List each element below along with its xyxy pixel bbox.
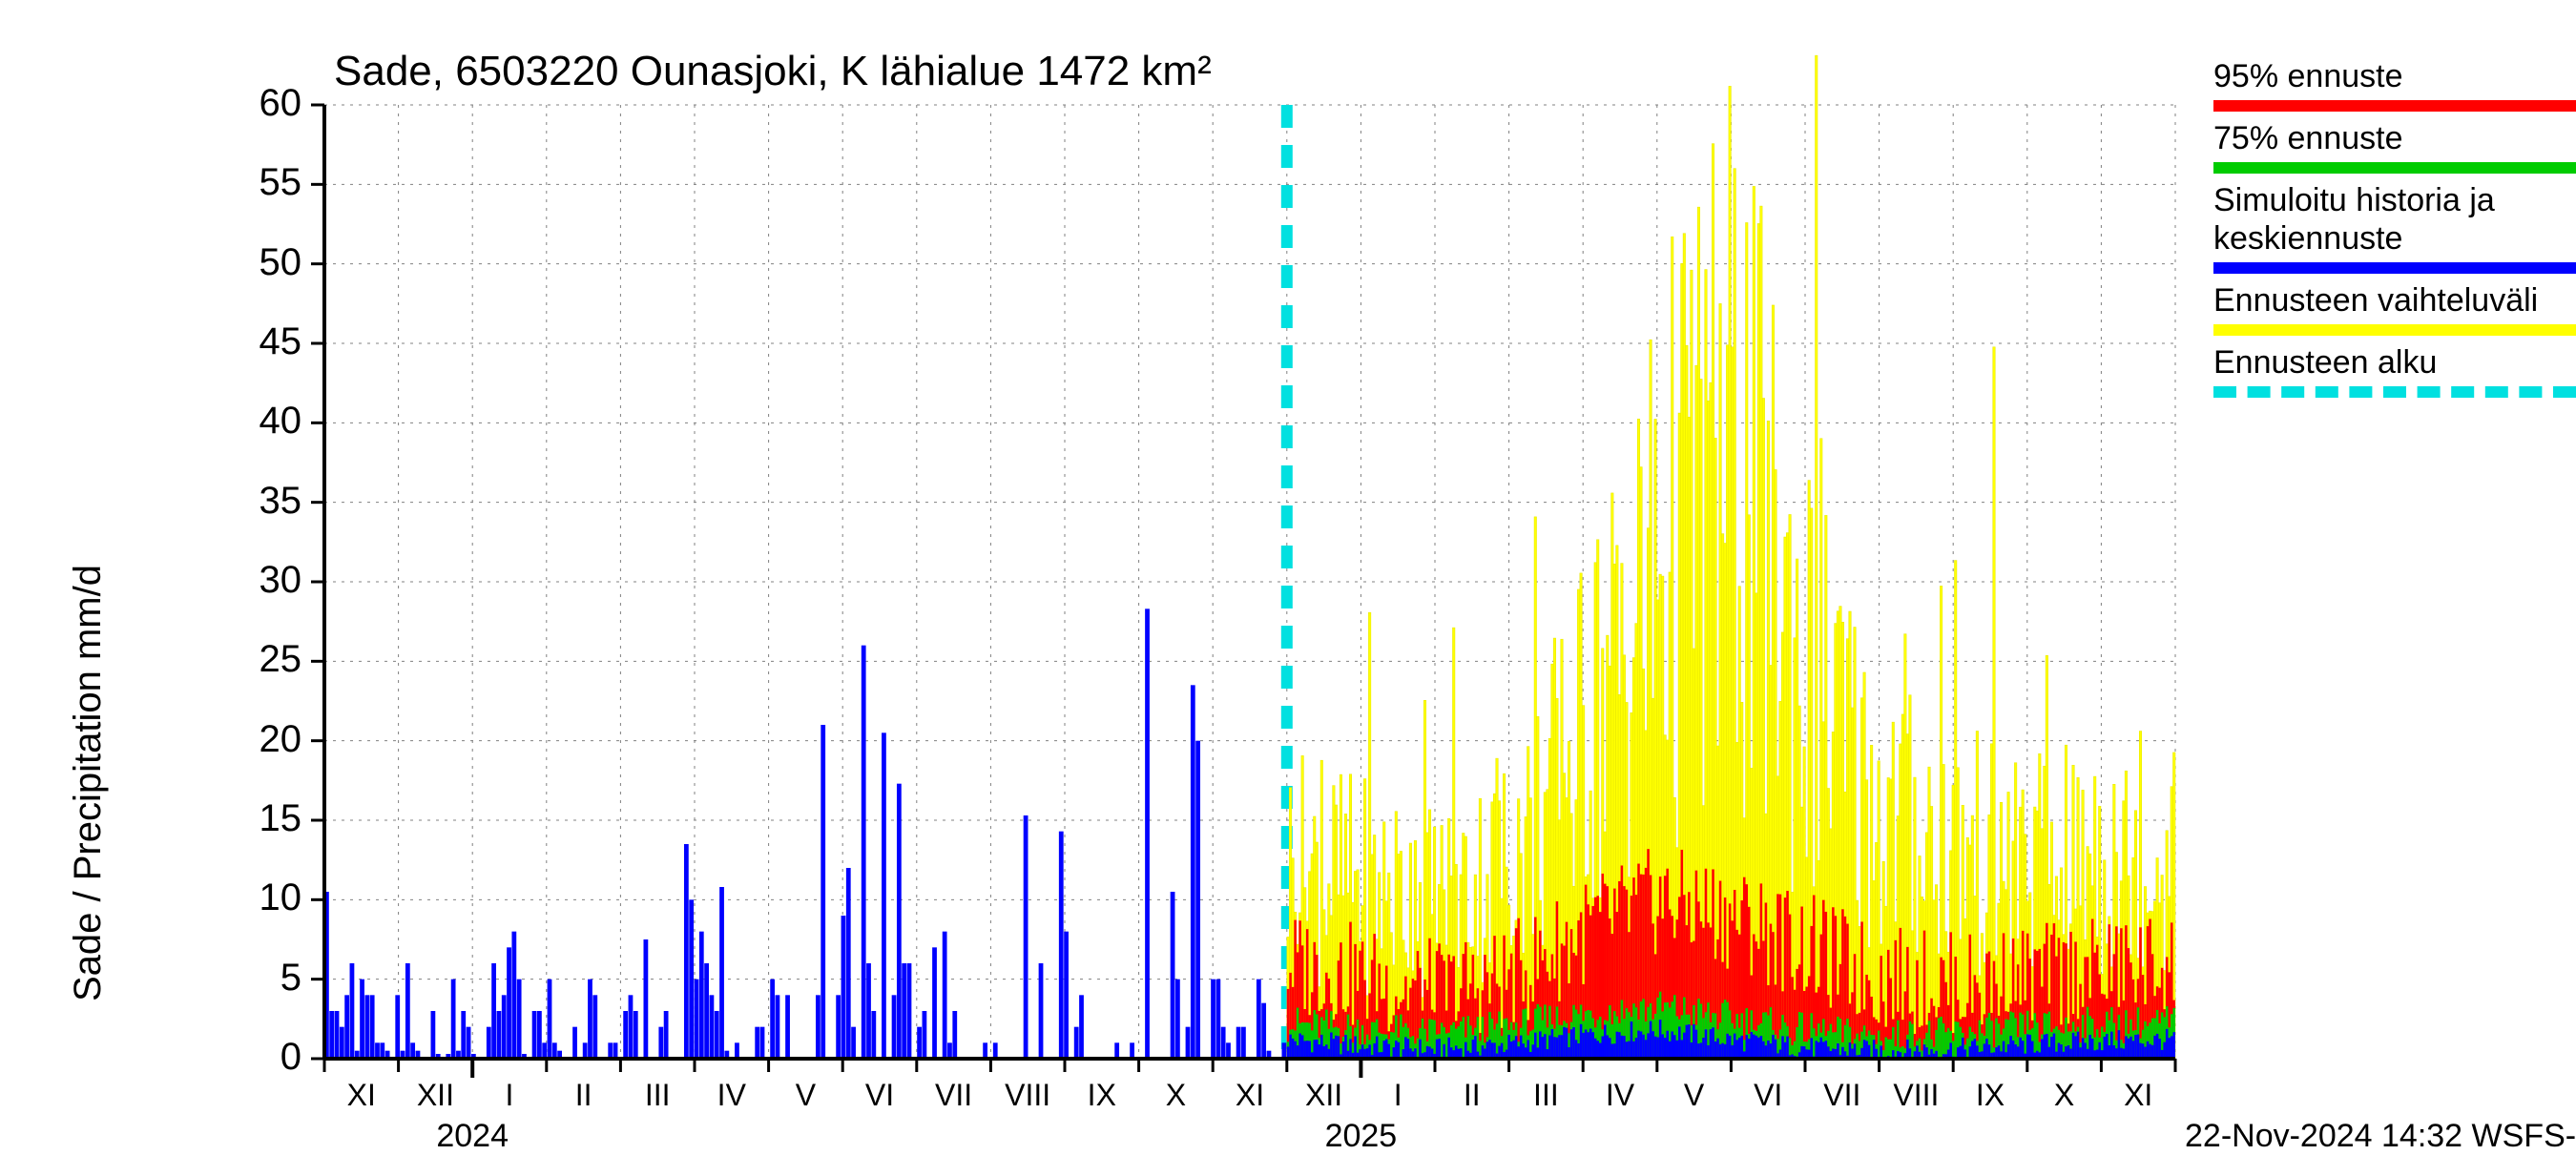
y-tick-label: 15: [206, 797, 301, 840]
legend-swatch: [2213, 262, 2576, 274]
y-tick-label: 35: [206, 480, 301, 523]
year-label: 2024: [420, 1118, 525, 1155]
y-tick-label: 25: [206, 638, 301, 681]
x-tick-label: VII: [1804, 1078, 1880, 1113]
y-tick-label: 40: [206, 400, 301, 443]
y-tick-label: 50: [206, 241, 301, 284]
legend-item: 95% ennuste: [2213, 57, 2576, 112]
legend: 95% ennuste 75% ennuste Simuloitu historia…: [2213, 57, 2576, 405]
x-tick-label: VI: [1730, 1078, 1806, 1113]
x-tick-label: X: [2026, 1078, 2103, 1113]
legend-item: Ennusteen alku: [2213, 343, 2576, 398]
legend-item: Ennusteen vaihteluväli: [2213, 281, 2576, 336]
legend-label: Ennusteen alku: [2213, 343, 2576, 382]
y-tick-label: 45: [206, 320, 301, 363]
x-tick-label: IV: [1582, 1078, 1658, 1113]
y-tick-label: 0: [206, 1036, 301, 1079]
x-tick-label: VII: [916, 1078, 992, 1113]
legend-item: 75% ennuste: [2213, 119, 2576, 174]
x-tick-label: III: [619, 1078, 696, 1113]
x-tick-label: IX: [1064, 1078, 1140, 1113]
chart-footer: 22-Nov-2024 14:32 WSFS-O: [2185, 1118, 2576, 1155]
x-tick-label: VIII: [989, 1078, 1066, 1113]
legend-swatch: [2213, 386, 2576, 398]
x-tick-label: IV: [694, 1078, 770, 1113]
legend-label: 75% ennuste: [2213, 119, 2576, 158]
year-label: 2025: [1308, 1118, 1413, 1155]
y-tick-label: 20: [206, 718, 301, 761]
y-tick-label: 5: [206, 957, 301, 1000]
x-tick-label: I: [471, 1078, 548, 1113]
legend-swatch: [2213, 100, 2576, 112]
x-tick-label: V: [767, 1078, 843, 1113]
x-tick-label: I: [1360, 1078, 1436, 1113]
legend-swatch: [2213, 162, 2576, 174]
y-tick-label: 10: [206, 877, 301, 919]
x-tick-label: IX: [1952, 1078, 2028, 1113]
x-tick-label: XI: [1212, 1078, 1288, 1113]
x-tick-label: XI: [2100, 1078, 2176, 1113]
x-tick-label: XII: [397, 1078, 473, 1113]
legend-item: Simuloitu historia jakeskiennuste: [2213, 181, 2576, 275]
legend-label: 95% ennuste: [2213, 57, 2576, 96]
x-tick-label: XI: [323, 1078, 400, 1113]
x-tick-label: VI: [841, 1078, 918, 1113]
chart-container: Sade, 6503220 Ounasjoki, K lähialue 1472…: [0, 0, 2576, 1145]
x-tick-label: II: [546, 1078, 622, 1113]
x-tick-label: III: [1507, 1078, 1584, 1113]
x-tick-label: VIII: [1878, 1078, 1954, 1113]
y-tick-label: 30: [206, 559, 301, 602]
legend-label: Ennusteen vaihteluväli: [2213, 281, 2576, 320]
x-tick-label: XII: [1286, 1078, 1362, 1113]
x-tick-label: V: [1656, 1078, 1733, 1113]
x-tick-label: II: [1434, 1078, 1510, 1113]
x-tick-label: X: [1137, 1078, 1214, 1113]
precipitation-chart: [0, 0, 2194, 1078]
legend-label: Simuloitu historia jakeskiennuste: [2213, 181, 2576, 259]
y-tick-label: 55: [206, 161, 301, 204]
y-tick-label: 60: [206, 82, 301, 125]
legend-swatch: [2213, 324, 2576, 336]
